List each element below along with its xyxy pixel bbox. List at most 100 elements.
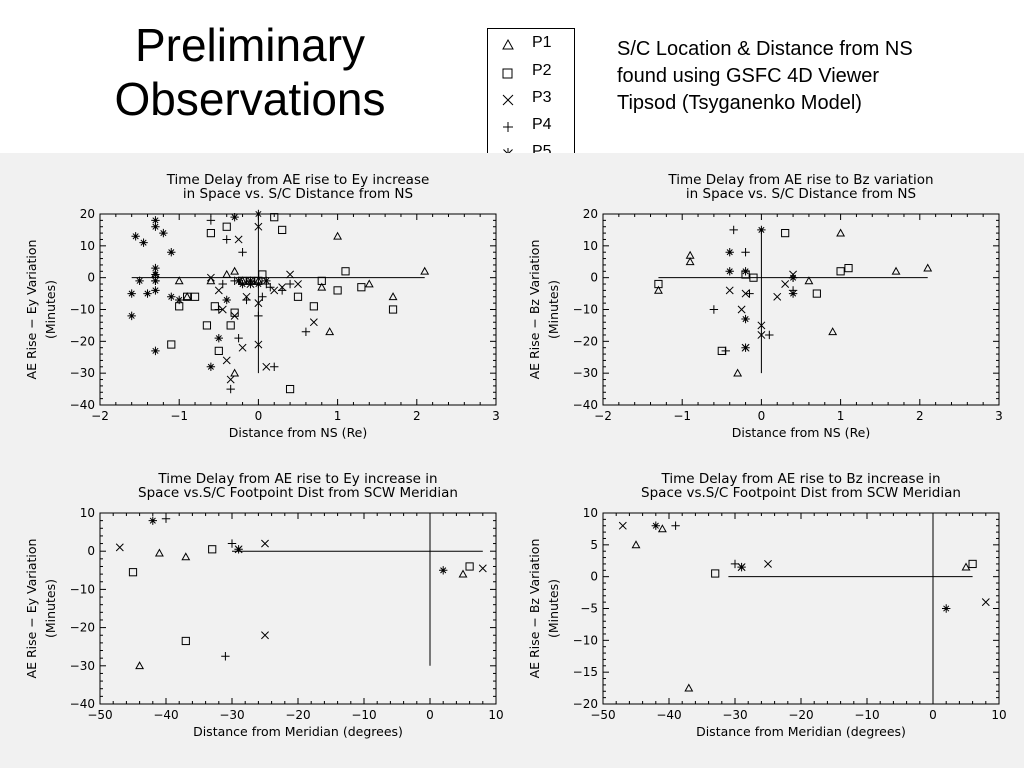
data-point-p1 <box>653 285 663 294</box>
data-point-p4 <box>721 346 730 356</box>
data-point-p4 <box>301 327 311 336</box>
data-point-p1 <box>154 548 164 557</box>
data-point-p3 <box>286 270 295 279</box>
data-point-p5 <box>741 314 750 324</box>
data-point-p4 <box>238 248 247 257</box>
data-point-p5 <box>206 362 216 371</box>
data-point-p5 <box>143 289 152 298</box>
x-tick-label: −10 <box>854 708 879 722</box>
data-point-p5 <box>234 545 243 554</box>
method-note-line-2: found using GSFC 4D Viewer <box>617 65 879 87</box>
data-point-p1 <box>206 276 216 285</box>
y-tick-label: 10 <box>583 239 598 253</box>
series-p1 <box>135 548 468 670</box>
y-tick-label: −20 <box>70 334 95 348</box>
legend-entry-p2: P2 <box>488 61 574 85</box>
y-tick-label: −40 <box>573 398 598 412</box>
data-point-p2 <box>309 302 318 311</box>
data-point-p3 <box>222 356 231 365</box>
x-tick-label: −1 <box>673 409 691 423</box>
y-tick-label: 10 <box>80 239 95 253</box>
series-p5 <box>651 521 951 613</box>
data-point-p3 <box>254 222 263 231</box>
data-point-p2 <box>258 270 267 279</box>
legend-label-p1: P1 <box>532 34 552 51</box>
y-axis-label-line: (Minutes) <box>43 280 58 339</box>
series-p1 <box>150 231 430 377</box>
data-point-p1 <box>230 266 240 275</box>
data-point-p5 <box>254 209 263 219</box>
x-tick-label: 3 <box>492 409 500 423</box>
data-point-p2 <box>285 384 295 394</box>
data-point-p3 <box>115 543 124 552</box>
data-point-p1 <box>685 257 695 266</box>
data-point-p3 <box>234 235 243 244</box>
plots-panel: −2 −1 0 1 2 3 −40 −30 −20 −10 0 10 20 Time Delay from… <box>0 153 1024 768</box>
series-p2 <box>711 559 977 578</box>
data-point-p3 <box>270 286 279 295</box>
series-p4 <box>161 514 237 661</box>
data-point-p3 <box>206 273 215 282</box>
data-point-p1 <box>458 569 468 578</box>
series-p1 <box>653 228 933 377</box>
data-point-p2 <box>190 292 200 301</box>
y-tick-label: −10 <box>70 303 95 317</box>
x-tick-label: −30 <box>722 708 747 722</box>
triangle-marker-icon <box>502 38 514 50</box>
data-point-p2 <box>128 568 138 577</box>
y-tick-label: 20 <box>80 207 95 221</box>
y-tick-label: 0 <box>590 570 598 584</box>
data-point-p4 <box>234 333 243 343</box>
data-point-p2 <box>341 267 350 276</box>
data-point-p3 <box>725 286 734 295</box>
y-axis-label-line: AE Rise − Bz Variation <box>527 539 542 679</box>
x-tick-label: −2 <box>91 409 109 423</box>
series-p4 <box>151 216 311 394</box>
data-point-p3 <box>773 292 782 301</box>
x-tick-label: −30 <box>219 708 244 722</box>
data-point-p2 <box>317 276 326 285</box>
method-note-line-3: Tipsod (Tsyganenko Model) <box>617 92 862 114</box>
series-p2 <box>167 213 398 394</box>
data-point-p5 <box>151 346 160 356</box>
y-axis-label-line: AE Rise − Ey Variation <box>24 539 39 679</box>
data-point-p2 <box>183 292 192 301</box>
y-tick-label: 20 <box>583 207 598 221</box>
slide-title-line-2: Observations <box>114 73 386 125</box>
x-tick-label: −2 <box>594 409 612 423</box>
data-point-p3 <box>981 598 990 607</box>
data-point-p5 <box>439 566 448 575</box>
legend-label-p3: P3 <box>532 89 552 106</box>
data-point-p2 <box>333 286 342 295</box>
x-tick-label: −40 <box>656 708 681 722</box>
data-point-p2 <box>202 321 212 330</box>
data-point-p3 <box>230 311 239 320</box>
data-point-p4 <box>285 279 295 289</box>
data-point-p2 <box>293 292 303 301</box>
data-point-p2 <box>278 225 287 235</box>
data-point-p3 <box>238 343 247 352</box>
data-point-p1 <box>174 276 184 285</box>
series-p2 <box>128 545 474 646</box>
y-tick-label: −10 <box>573 633 598 647</box>
data-point-p4 <box>277 286 287 295</box>
x-tick-label: −50 <box>87 708 112 722</box>
x-tick-label: 2 <box>413 409 421 423</box>
legend-entry-p1: P1 <box>488 33 574 57</box>
x-tick-label: −40 <box>153 708 178 722</box>
data-point-p1 <box>317 282 327 291</box>
data-point-p5 <box>151 276 160 286</box>
data-point-p1 <box>961 562 971 571</box>
y-tick-label: 0 <box>87 271 95 285</box>
x-tick-label: 10 <box>991 708 1006 722</box>
data-point-p3 <box>254 299 263 308</box>
method-note-line-1: S/C Location & Distance from NS <box>617 38 913 60</box>
data-point-p3 <box>261 631 269 640</box>
series-p1 <box>631 524 971 692</box>
data-point-p2 <box>214 346 223 355</box>
legend-entry-p4: P4 <box>488 115 574 139</box>
data-point-p4 <box>214 305 223 314</box>
data-point-p2 <box>711 569 720 578</box>
